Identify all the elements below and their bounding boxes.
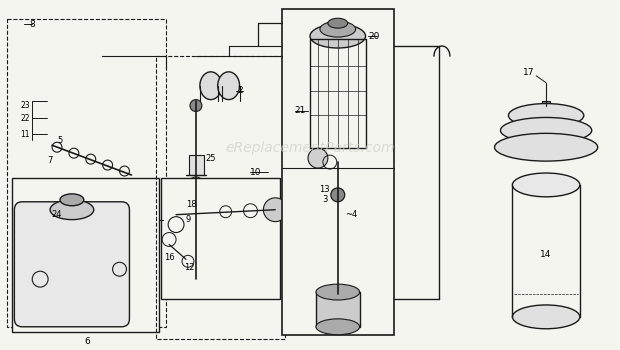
Circle shape	[190, 100, 202, 112]
Text: 21: 21	[294, 106, 306, 115]
Ellipse shape	[50, 200, 94, 220]
Text: 25: 25	[206, 154, 216, 163]
Text: 14: 14	[541, 250, 552, 259]
Bar	[156, 56, 285, 339]
Text: 11: 11	[20, 130, 30, 139]
Ellipse shape	[320, 21, 356, 37]
Bar	[7, 19, 166, 327]
Text: 22: 22	[20, 114, 30, 123]
Ellipse shape	[218, 72, 239, 100]
Ellipse shape	[512, 173, 580, 197]
Bar	[161, 178, 280, 299]
Ellipse shape	[500, 118, 591, 143]
Ellipse shape	[60, 194, 84, 206]
Text: 6: 6	[84, 337, 90, 346]
Text: eReplacementParts.com: eReplacementParts.com	[225, 141, 395, 155]
Text: 24: 24	[52, 210, 62, 219]
Bar	[542, 100, 550, 106]
Ellipse shape	[512, 305, 580, 329]
FancyBboxPatch shape	[14, 202, 130, 327]
Text: 17: 17	[523, 68, 534, 77]
Bar	[12, 178, 159, 332]
Text: 16: 16	[164, 253, 174, 262]
Text: 23: 23	[20, 101, 30, 110]
Ellipse shape	[316, 284, 360, 300]
Text: 20: 20	[369, 32, 380, 41]
Text: 10: 10	[250, 168, 261, 176]
Text: 12: 12	[184, 263, 194, 272]
Bar	[282, 9, 394, 335]
Text: 5: 5	[58, 136, 63, 145]
Ellipse shape	[495, 133, 598, 161]
Ellipse shape	[316, 319, 360, 335]
Bar	[316, 292, 360, 327]
Text: 3: 3	[322, 195, 327, 204]
Ellipse shape	[200, 72, 222, 100]
Circle shape	[331, 188, 345, 202]
Text: 2: 2	[237, 86, 244, 95]
Text: 9: 9	[186, 215, 191, 224]
Circle shape	[264, 198, 287, 222]
Circle shape	[308, 148, 328, 168]
Ellipse shape	[310, 24, 366, 48]
Text: 8: 8	[29, 20, 35, 29]
Text: 18: 18	[186, 200, 197, 209]
Text: 7: 7	[47, 156, 53, 164]
Bar	[189, 155, 204, 175]
Ellipse shape	[508, 104, 584, 127]
Ellipse shape	[328, 18, 348, 28]
Text: 13: 13	[319, 186, 330, 194]
Text: ~4: ~4	[345, 210, 358, 219]
